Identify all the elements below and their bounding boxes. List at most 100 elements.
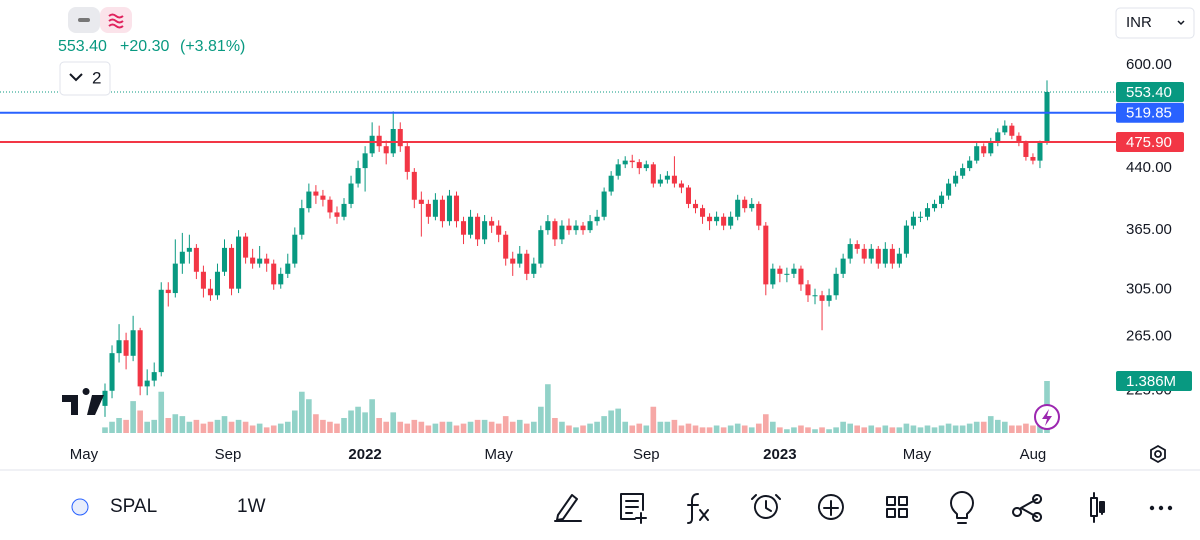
candle-body	[1030, 156, 1036, 161]
candle-body	[678, 183, 684, 188]
volume-bar	[538, 406, 544, 433]
candle-body	[721, 216, 727, 226]
candle-body	[418, 199, 424, 204]
notes-tool[interactable]	[620, 493, 647, 524]
candle-body	[425, 203, 431, 217]
draw-tool[interactable]	[554, 494, 582, 522]
volume-bar	[994, 419, 1001, 433]
volume-bar	[334, 423, 340, 433]
chart-type-tool[interactable]	[1090, 492, 1105, 523]
candle-body	[250, 257, 256, 264]
settings-button[interactable]	[1150, 444, 1166, 464]
candle-body	[763, 225, 769, 285]
volume-bar	[629, 425, 636, 433]
candle-body	[931, 203, 938, 209]
symbol-icon	[71, 498, 89, 516]
logo	[62, 388, 104, 415]
volume-bar	[446, 421, 453, 433]
candle-body	[538, 230, 544, 264]
plot-area: 600.00440.00365.00305.00265.00225.00MayS…	[0, 56, 1192, 463]
price-tag-label: 519.85	[1126, 105, 1172, 122]
volume-bar	[545, 384, 551, 433]
volume-bar	[109, 421, 115, 433]
volume-bar	[369, 399, 375, 433]
candle-body	[341, 203, 347, 217]
volume-bar	[875, 427, 882, 433]
volume-bar	[812, 429, 818, 433]
candle-body	[974, 146, 980, 161]
minus-icon	[78, 18, 90, 22]
volume-bar	[306, 399, 312, 433]
layout-tool[interactable]	[886, 496, 908, 518]
candle-body	[102, 390, 108, 406]
volume-bar	[270, 425, 277, 433]
ideas-tool[interactable]	[950, 491, 974, 524]
volume-bar	[959, 425, 966, 433]
volume-tag	[1116, 371, 1192, 391]
candle-body	[489, 221, 495, 226]
alert-tool[interactable]	[751, 494, 781, 519]
candle-body	[840, 258, 846, 274]
indicators-count: 2	[92, 68, 101, 87]
candle-body	[496, 225, 502, 235]
indicator-tool[interactable]	[687, 493, 709, 524]
volume-bar	[348, 410, 354, 433]
candle-body	[953, 175, 959, 184]
volume-bar	[601, 416, 607, 433]
volume-bar	[418, 421, 425, 433]
candle-body	[320, 195, 326, 200]
candle-body	[334, 212, 340, 217]
volume-bar	[165, 417, 172, 433]
volume-bar	[966, 423, 973, 433]
volume-bar	[861, 427, 868, 433]
candle-body	[1023, 142, 1029, 157]
volume-bar	[277, 423, 284, 433]
volume-bar	[1002, 421, 1008, 433]
volume-bar	[854, 425, 861, 433]
candle-body	[629, 160, 635, 163]
candle-body	[988, 142, 994, 154]
add-tool[interactable]	[817, 494, 844, 520]
candle-body	[475, 216, 481, 240]
candle-body	[236, 236, 242, 289]
volume-bar	[713, 425, 720, 433]
candle-body	[362, 153, 368, 169]
share-tool[interactable]	[1012, 494, 1043, 522]
volume-bar	[179, 416, 186, 433]
volume-bar	[791, 427, 797, 433]
volume-bar	[137, 410, 143, 433]
volume-bar	[320, 419, 326, 433]
x-tick-label: Sep	[215, 446, 242, 463]
candle-body	[805, 284, 811, 296]
price-tag	[1116, 102, 1184, 123]
volume-bar	[355, 406, 361, 433]
candle-body	[861, 248, 867, 259]
volume-bar	[636, 423, 643, 433]
candle-body	[327, 199, 333, 213]
candle-body	[510, 258, 516, 264]
volume-bar	[741, 425, 748, 433]
volume-bar	[805, 427, 811, 433]
interval[interactable]: 1W	[237, 496, 266, 517]
candle-body	[130, 330, 136, 356]
x-tick-label: 2023	[763, 446, 796, 463]
volume-bar	[263, 427, 270, 433]
candle-body	[573, 225, 579, 231]
volume-bar	[284, 421, 291, 433]
volume-bar	[615, 408, 621, 433]
price-change: +20.30	[120, 38, 169, 55]
volume-bar	[762, 414, 769, 433]
candle-body	[404, 146, 410, 172]
currency-select[interactable]	[1115, 7, 1195, 39]
candle-body	[946, 183, 952, 196]
x-tick-label: May	[70, 446, 99, 463]
candle-body	[1002, 125, 1008, 133]
candle-body	[735, 199, 741, 217]
more-button[interactable]	[1149, 505, 1173, 511]
volume-bar	[566, 425, 572, 433]
volume-bar	[151, 419, 158, 433]
candle-body	[587, 221, 593, 231]
volume-bar	[559, 421, 565, 433]
indicators-toggle[interactable]	[59, 61, 111, 96]
symbol[interactable]: SPAL	[110, 496, 157, 517]
